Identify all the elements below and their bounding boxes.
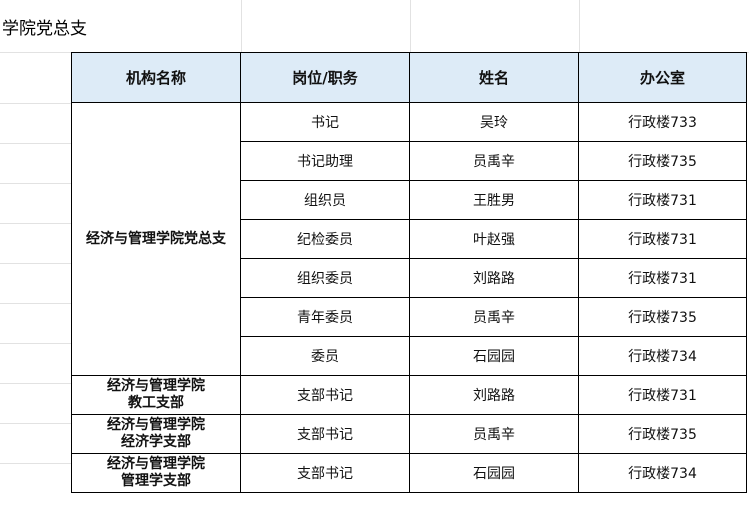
gridline xyxy=(0,383,71,384)
org-cell[interactable]: 经济与管理学院 管理学支部 xyxy=(71,453,241,493)
org-cell[interactable]: 经济与管理学院 经济学支部 xyxy=(71,414,241,454)
name-cell[interactable]: 石园园 xyxy=(409,336,579,376)
gridline xyxy=(0,303,71,304)
position-cell[interactable]: 青年委员 xyxy=(240,297,410,337)
position-cell[interactable]: 组织员 xyxy=(240,180,410,220)
org-line: 教工支部 xyxy=(128,395,184,411)
org-line: 经济与管理学院 xyxy=(107,378,205,394)
gridline xyxy=(0,143,71,144)
office-cell[interactable]: 行政楼735 xyxy=(578,141,747,181)
office-cell[interactable]: 行政楼734 xyxy=(578,453,747,493)
name-cell[interactable]: 叶赵强 xyxy=(409,219,579,259)
position-cell[interactable]: 支部书记 xyxy=(240,453,410,493)
gridline xyxy=(410,0,411,52)
office-cell[interactable]: 行政楼734 xyxy=(578,336,747,376)
gridline xyxy=(241,0,242,52)
office-cell[interactable]: 行政楼731 xyxy=(578,219,747,259)
table-row: 书记助理 员禹辛 行政楼735 xyxy=(72,141,747,181)
position-cell[interactable]: 支部书记 xyxy=(240,414,410,454)
header-name[interactable]: 姓名 xyxy=(409,52,579,103)
sheet-title[interactable]: 学院党总支 xyxy=(2,19,87,39)
gridline xyxy=(0,223,71,224)
gridline xyxy=(0,463,71,464)
table-row: 经济与管理学院 经济学支部 支部书记 员禹辛 行政楼735 xyxy=(71,414,747,454)
header-org[interactable]: 机构名称 xyxy=(71,52,241,103)
table-row: 青年委员 员禹辛 行政楼735 xyxy=(72,297,747,337)
position-cell[interactable]: 组织委员 xyxy=(240,258,410,298)
gridline xyxy=(0,343,71,344)
office-cell[interactable]: 行政楼733 xyxy=(578,102,747,142)
office-cell[interactable]: 行政楼731 xyxy=(578,375,747,415)
gridline xyxy=(579,0,580,52)
org-line: 经济与管理学院 xyxy=(107,417,205,433)
org-line: 经济与管理学院 xyxy=(107,456,205,472)
position-cell[interactable]: 委员 xyxy=(240,336,410,376)
org-line: 管理学支部 xyxy=(121,473,191,489)
name-cell[interactable]: 王胜男 xyxy=(409,180,579,220)
gridline xyxy=(0,423,71,424)
gridline xyxy=(0,183,71,184)
org-cell[interactable]: 经济与管理学院党总支 xyxy=(71,102,241,376)
office-cell[interactable]: 行政楼735 xyxy=(578,297,747,337)
office-cell[interactable]: 行政楼735 xyxy=(578,414,747,454)
table-row: 经济与管理学院 教工支部 支部书记 刘路路 行政楼731 xyxy=(71,375,747,415)
org-cell[interactable]: 经济与管理学院 教工支部 xyxy=(71,375,241,415)
name-cell[interactable]: 员禹辛 xyxy=(409,297,579,337)
header-position[interactable]: 岗位/职务 xyxy=(240,52,410,103)
table-row: 组织员 王胜男 行政楼731 xyxy=(72,180,747,220)
header-row: 机构名称 岗位/职务 姓名 办公室 xyxy=(71,52,747,103)
position-cell[interactable]: 支部书记 xyxy=(240,375,410,415)
table-row: 经济与管理学院党总支 书记 吴玲 行政楼733 xyxy=(71,102,747,376)
staff-table: 机构名称 岗位/职务 姓名 办公室 经济与管理学院党总支 书记 吴玲 行政楼73… xyxy=(71,52,747,493)
gridline xyxy=(0,263,71,264)
position-cell[interactable]: 书记 xyxy=(240,102,410,142)
org-line: 经济学支部 xyxy=(121,434,191,450)
name-cell[interactable]: 刘路路 xyxy=(409,258,579,298)
position-cell[interactable]: 纪检委员 xyxy=(240,219,410,259)
name-cell[interactable]: 石园园 xyxy=(409,453,579,493)
gridline xyxy=(0,103,71,104)
name-cell[interactable]: 吴玲 xyxy=(409,102,579,142)
name-cell[interactable]: 员禹辛 xyxy=(409,141,579,181)
header-office[interactable]: 办公室 xyxy=(578,52,747,103)
table-row: 组织委员 刘路路 行政楼731 xyxy=(72,258,747,298)
table-row: 纪检委员 叶赵强 行政楼731 xyxy=(72,219,747,259)
table-row: 经济与管理学院 管理学支部 支部书记 石园园 行政楼734 xyxy=(71,453,747,493)
position-cell[interactable]: 书记助理 xyxy=(240,141,410,181)
office-cell[interactable]: 行政楼731 xyxy=(578,180,747,220)
name-cell[interactable]: 员禹辛 xyxy=(409,414,579,454)
office-cell[interactable]: 行政楼731 xyxy=(578,258,747,298)
name-cell[interactable]: 刘路路 xyxy=(409,375,579,415)
